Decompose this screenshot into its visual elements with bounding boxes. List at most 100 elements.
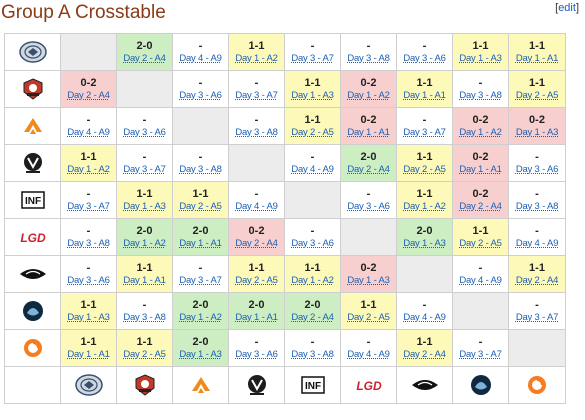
match-day-link[interactable]: Day 4 - A9: [235, 200, 278, 212]
match-day-link[interactable]: Day 2 - A5: [179, 200, 222, 212]
match-day-link[interactable]: Day 2 - A5: [459, 237, 502, 249]
match-day-link[interactable]: Day 3 - A8: [235, 126, 278, 138]
match-day-link[interactable]: Day 1 - A2: [459, 126, 502, 138]
match-day-link[interactable]: Day 3 - A6: [347, 200, 390, 212]
match-day-link[interactable]: Day 3 - A7: [515, 311, 559, 323]
match-day-link[interactable]: Day 3 - A8: [291, 348, 334, 360]
match-day-link[interactable]: Day 2 - A4: [235, 237, 278, 249]
match-day-link[interactable]: Day 3 - A6: [235, 348, 278, 360]
match-day-link[interactable]: Day 3 - A8: [179, 163, 222, 175]
match-day-link[interactable]: Day 2 - A4: [291, 311, 334, 323]
column-team-logo-vitality[interactable]: [228, 366, 285, 404]
row-team-logo-liquid[interactable]: [4, 292, 61, 330]
lgd-logo-icon: LGD: [5, 225, 60, 249]
match-day-link[interactable]: Day 1 - A2: [235, 52, 278, 64]
match-day-link[interactable]: Day 1 - A1: [403, 89, 446, 101]
match-day-link[interactable]: Day 3 - A8: [123, 311, 166, 323]
column-team-logo-inf[interactable]: INF: [284, 366, 341, 404]
match-day-link[interactable]: Day 1 - A2: [403, 200, 446, 212]
match-day-link[interactable]: Day 3 - A6: [67, 274, 110, 286]
column-team-logo-liquid[interactable]: [452, 366, 509, 404]
column-team-logo-secret[interactable]: [396, 366, 453, 404]
match-day-link[interactable]: Day 3 - A7: [123, 163, 166, 175]
match-day-link[interactable]: Day 1 - A2: [291, 274, 334, 286]
match-day-link[interactable]: Day 3 - A6: [291, 237, 334, 249]
match-day-link[interactable]: Day 2 - A5: [515, 89, 559, 101]
match-day-link[interactable]: Day 4 - A9: [67, 126, 110, 138]
match-day-link[interactable]: Day 4 - A9: [459, 274, 502, 286]
match-day-link[interactable]: Day 1 - A1: [235, 311, 278, 323]
match-day-link[interactable]: Day 1 - A2: [347, 89, 390, 101]
match-day-link[interactable]: Day 3 - A7: [179, 274, 222, 286]
match-day-link[interactable]: Day 1 - A2: [123, 237, 166, 249]
match-cell: 1-1 Day 1 - A1: [396, 70, 453, 108]
match-day-link[interactable]: Day 3 - A8: [347, 52, 390, 64]
match-day-link[interactable]: Day 1 - A2: [67, 163, 110, 175]
match-day-link[interactable]: Day 3 - A7: [459, 348, 502, 360]
edit-link[interactable]: edit: [558, 2, 576, 14]
match-day-link[interactable]: Day 1 - A3: [515, 126, 559, 138]
row-team-logo-orange[interactable]: [4, 329, 61, 367]
match-day-link[interactable]: Day 3 - A7: [403, 126, 446, 138]
match-day-link[interactable]: Day 1 - A3: [123, 200, 166, 212]
match-day-link[interactable]: Day 3 - A7: [67, 200, 110, 212]
match-day-link[interactable]: Day 3 - A7: [291, 52, 334, 64]
match-day-link[interactable]: Day 1 - A3: [179, 348, 222, 360]
column-team-logo-fnatic[interactable]: [172, 366, 229, 404]
match-day-link[interactable]: Day 3 - A8: [515, 200, 559, 212]
match-day-link[interactable]: Day 2 - A4: [347, 163, 390, 175]
match-day-link[interactable]: Day 3 - A6: [403, 52, 446, 64]
match-day-link[interactable]: Day 2 - A5: [347, 311, 390, 323]
row-team-logo-lgd[interactable]: LGD: [4, 218, 61, 256]
match-day-link[interactable]: Day 2 - A5: [123, 348, 166, 360]
match-day-link[interactable]: Day 1 - A3: [347, 274, 390, 286]
match-day-link[interactable]: Day 1 - A1: [67, 348, 110, 360]
match-day-link[interactable]: Day 1 - A1: [179, 237, 222, 249]
match-day-link[interactable]: Day 2 - A5: [235, 274, 278, 286]
row-team-logo-inf[interactable]: INF: [4, 181, 61, 219]
match-day-link[interactable]: Day 1 - A2: [179, 311, 222, 323]
row-team-logo-eg[interactable]: [4, 33, 61, 71]
match-day-link[interactable]: Day 1 - A3: [403, 237, 446, 249]
match-day-link[interactable]: Day 4 - A9: [515, 237, 559, 249]
match-day-link[interactable]: Day 2 - A4: [403, 348, 446, 360]
column-team-logo-eg[interactable]: [60, 366, 117, 404]
match-score: -: [422, 39, 427, 52]
match-day-link[interactable]: Day 1 - A3: [459, 52, 502, 64]
row-team-logo-secret[interactable]: [4, 255, 61, 293]
match-day-link[interactable]: Day 2 - A4: [123, 52, 166, 64]
match-cell: - Day 3 - A7: [116, 144, 173, 182]
match-day-link[interactable]: Day 1 - A1: [459, 163, 502, 175]
match-cell: 1-1 Day 1 - A2: [228, 33, 285, 71]
match-day-link[interactable]: Day 3 - A6: [123, 126, 166, 138]
column-team-logo-mss[interactable]: [116, 366, 173, 404]
match-day-link[interactable]: Day 3 - A8: [67, 237, 110, 249]
match-day-link[interactable]: Day 1 - A3: [67, 311, 110, 323]
match-day-link[interactable]: Day 1 - A1: [515, 52, 559, 64]
match-day-link[interactable]: Day 3 - A8: [459, 89, 502, 101]
match-day-link[interactable]: Day 4 - A9: [347, 348, 390, 360]
match-day-link[interactable]: Day 3 - A6: [179, 89, 222, 101]
match-cell: 2-0 Day 1 - A3: [172, 329, 229, 367]
match-score: 1-1: [416, 187, 433, 200]
match-day-link[interactable]: Day 3 - A6: [515, 163, 559, 175]
row-team-logo-mss[interactable]: [4, 70, 61, 108]
match-day-link[interactable]: Day 1 - A3: [291, 89, 334, 101]
column-team-logo-lgd[interactable]: LGD: [340, 366, 397, 404]
row-team-logo-vitality[interactable]: [4, 144, 61, 182]
match-day-link[interactable]: Day 4 - A9: [403, 311, 446, 323]
match-day-link[interactable]: Day 4 - A9: [291, 163, 334, 175]
row-team-logo-fnatic[interactable]: [4, 107, 61, 145]
match-day-link[interactable]: Day 2 - A5: [291, 126, 334, 138]
inf-logo-icon: INF: [285, 373, 340, 397]
column-team-logo-orange[interactable]: [508, 366, 566, 404]
match-day-link[interactable]: Day 2 - A4: [459, 200, 502, 212]
match-day-link[interactable]: Day 2 - A5: [403, 163, 446, 175]
match-day-link[interactable]: Day 2 - A4: [67, 89, 110, 101]
match-day-link[interactable]: Day 2 - A4: [515, 274, 559, 286]
match-day-link[interactable]: Day 1 - A1: [123, 274, 166, 286]
match-day-link[interactable]: Day 1 - A1: [347, 126, 390, 138]
match-day-link[interactable]: Day 3 - A7: [235, 89, 278, 101]
match-day-link[interactable]: Day 4 - A9: [179, 52, 222, 64]
match-cell: - Day 3 - A8: [340, 33, 397, 71]
